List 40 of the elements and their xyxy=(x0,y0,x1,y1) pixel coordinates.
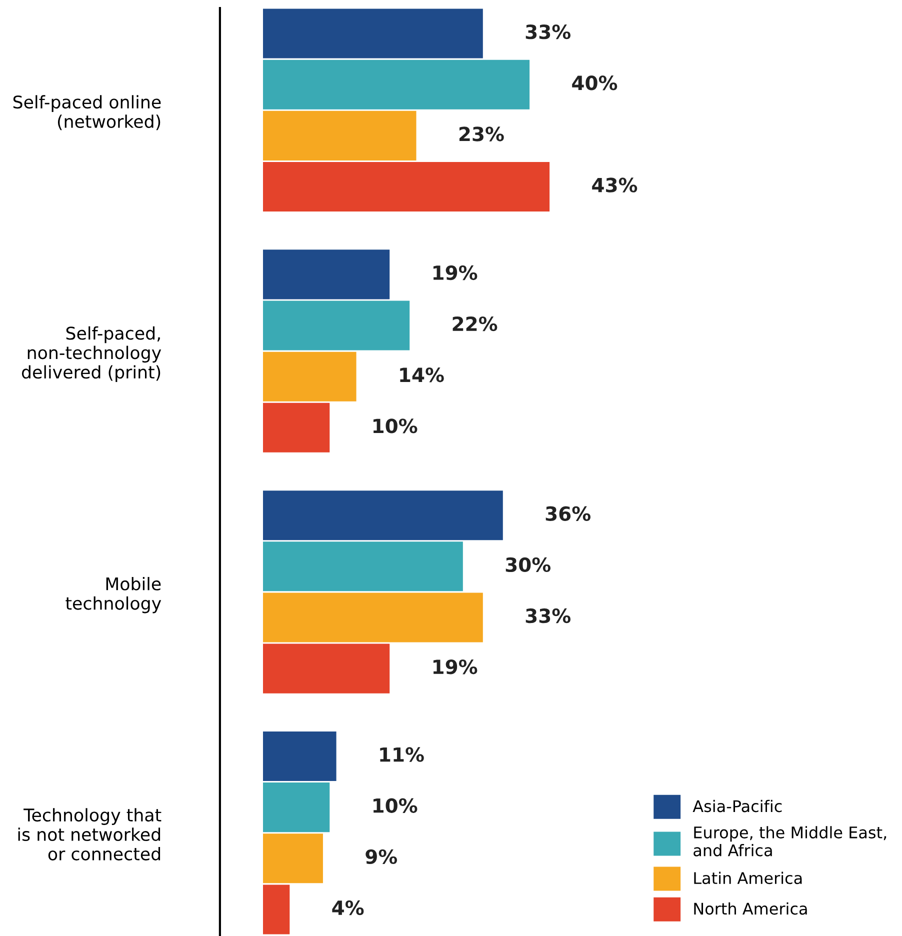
data-label: 43% xyxy=(592,178,638,192)
bar xyxy=(263,644,390,694)
legend-label: Latin America xyxy=(694,872,802,884)
y-tick-label: Self-paced online (networked) xyxy=(13,95,161,130)
data-label: 10% xyxy=(374,418,418,434)
bar xyxy=(263,542,463,592)
bar xyxy=(263,110,416,160)
bar xyxy=(263,490,503,540)
data-label: 4% xyxy=(332,900,364,916)
bar xyxy=(263,162,550,212)
data-label: 36% xyxy=(546,506,590,521)
bar xyxy=(263,782,330,832)
data-label: 19% xyxy=(433,659,478,674)
bar xyxy=(263,592,483,642)
data-label: 23% xyxy=(459,126,504,142)
data-label: 22% xyxy=(452,316,498,332)
legend-label: Europe, the Middle East, and Africa xyxy=(694,826,886,856)
legend-label: Asia-Pacific xyxy=(692,800,782,812)
data-label: 40% xyxy=(572,76,618,90)
legend-label: North America xyxy=(694,902,807,915)
bar xyxy=(263,250,390,300)
data-label: 19% xyxy=(433,265,478,280)
data-label: 14% xyxy=(400,368,444,382)
data-label: 30% xyxy=(506,557,551,572)
y-tick-label: Technology that is not networked or connected xyxy=(18,808,162,860)
bar xyxy=(263,402,330,452)
y-tick-label: Self-paced, non-technology delivered (print) xyxy=(22,326,162,382)
bar xyxy=(263,300,410,350)
bar xyxy=(263,352,356,402)
data-label: 33% xyxy=(526,608,570,624)
data-label: 11% xyxy=(380,747,424,762)
y-tick-label: Mobile technology xyxy=(66,576,162,614)
data-label: 10% xyxy=(374,798,418,813)
bar xyxy=(263,8,483,58)
data-label: 33% xyxy=(526,24,570,40)
bar xyxy=(263,834,323,884)
bar xyxy=(263,884,290,934)
data-label: 9% xyxy=(366,849,398,864)
bar xyxy=(263,60,530,110)
bar xyxy=(263,731,336,782)
